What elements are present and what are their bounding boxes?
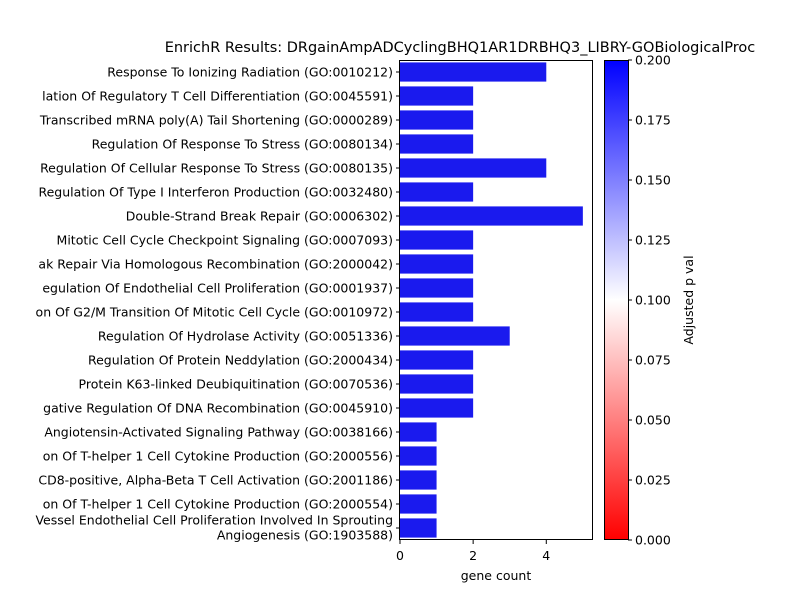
bar xyxy=(400,422,437,442)
category-label: lation Of Regulatory T Cell Differentiat… xyxy=(42,89,393,104)
category-label: Double-Strand Break Repair (GO:0006302) xyxy=(126,209,393,224)
colorbar-tick-label: 0.050 xyxy=(635,413,671,428)
bar xyxy=(400,470,437,490)
bar xyxy=(400,494,437,514)
colorbar-tick-label: 0.025 xyxy=(635,473,671,488)
category-label: on Of T-helper 1 Cell Cytokine Productio… xyxy=(43,449,393,464)
x-axis-label: gene count xyxy=(461,568,532,583)
bar xyxy=(400,326,510,346)
bar xyxy=(400,518,437,538)
bar xyxy=(400,158,547,178)
bar xyxy=(400,350,474,370)
x-tick-label: 0 xyxy=(396,548,404,563)
plot-frame xyxy=(399,60,593,540)
bar xyxy=(400,110,474,130)
bar xyxy=(400,374,474,394)
colorbar-label: Adjusted p val xyxy=(681,255,696,344)
category-label: on Of T-helper 1 Cell Cytokine Productio… xyxy=(43,497,393,512)
bars-group xyxy=(400,62,583,538)
colorbar-tick-label: 0.100 xyxy=(635,293,671,308)
colorbar-tick-label: 0.150 xyxy=(635,173,671,188)
bar xyxy=(400,206,583,226)
colorbar-ticks-group: 0.000 0.025 0.050 0.075 0.100 0.125 0.150 0.175… xyxy=(628,53,671,548)
bar xyxy=(400,302,474,322)
category-label: gative Regulation Of DNA Recombination (… xyxy=(43,401,393,416)
bar xyxy=(400,134,474,154)
colorbar-tick-label: 0.000 xyxy=(635,533,671,548)
bar xyxy=(400,230,474,250)
category-label: Protein K63-linked Deubiquitination (GO:… xyxy=(79,377,393,392)
category-label: egulation Of Endothelial Cell Proliferat… xyxy=(42,281,393,296)
category-label: on Of G2/M Transition Of Mitotic Cell Cy… xyxy=(36,305,393,320)
x-tick-label: 2 xyxy=(469,548,477,563)
colorbar: 0.000 0.025 0.050 0.075 0.100 0.125 0.150 0.175… xyxy=(604,53,696,548)
colorbar-gradient xyxy=(604,60,629,540)
chart-title: EnrichR Results: DRgainAmpADCyclingBHQ1A… xyxy=(165,40,756,56)
colorbar-tick-label: 0.200 xyxy=(635,53,671,68)
colorbar-tick-label: 0.175 xyxy=(635,113,671,128)
category-label: Regulation Of Response To Stress (GO:008… xyxy=(92,137,393,152)
category-label: Regulation Of Cellular Response To Stres… xyxy=(40,161,393,176)
colorbar-tick-label: 0.075 xyxy=(635,353,671,368)
category-label: Response To Ionizing Radiation (GO:00102… xyxy=(107,65,393,80)
category-label: Mitotic Cell Cycle Checkpoint Signaling … xyxy=(57,233,393,248)
category-label: Angiotensin-Activated Signaling Pathway … xyxy=(44,425,393,440)
category-label: Transcribed mRNA poly(A) Tail Shortening… xyxy=(39,113,393,128)
bar xyxy=(400,62,547,82)
category-label: Regulation Of Type I Interferon Producti… xyxy=(38,185,393,200)
x-tick-label: 4 xyxy=(542,548,550,563)
category-label: ak Repair Via Homologous Recombination (… xyxy=(38,257,393,272)
bar xyxy=(400,86,474,106)
category-labels-group: Response To Ionizing Radiation (GO:00102… xyxy=(35,65,400,543)
bar xyxy=(400,182,474,202)
category-label: Regulation Of Hydrolase Activity (GO:005… xyxy=(98,329,393,344)
category-label: CD8-positive, Alpha-Beta T Cell Activati… xyxy=(38,473,393,488)
bar xyxy=(400,398,474,418)
category-label: Regulation Of Protein Neddylation (GO:20… xyxy=(88,353,393,368)
bar xyxy=(400,254,474,274)
x-axis: 0 2 4 xyxy=(396,540,550,563)
category-label: Vessel Endothelial Cell Proliferation In… xyxy=(35,513,393,543)
bar xyxy=(400,278,474,298)
bar xyxy=(400,446,437,466)
colorbar-tick-label: 0.125 xyxy=(635,233,671,248)
